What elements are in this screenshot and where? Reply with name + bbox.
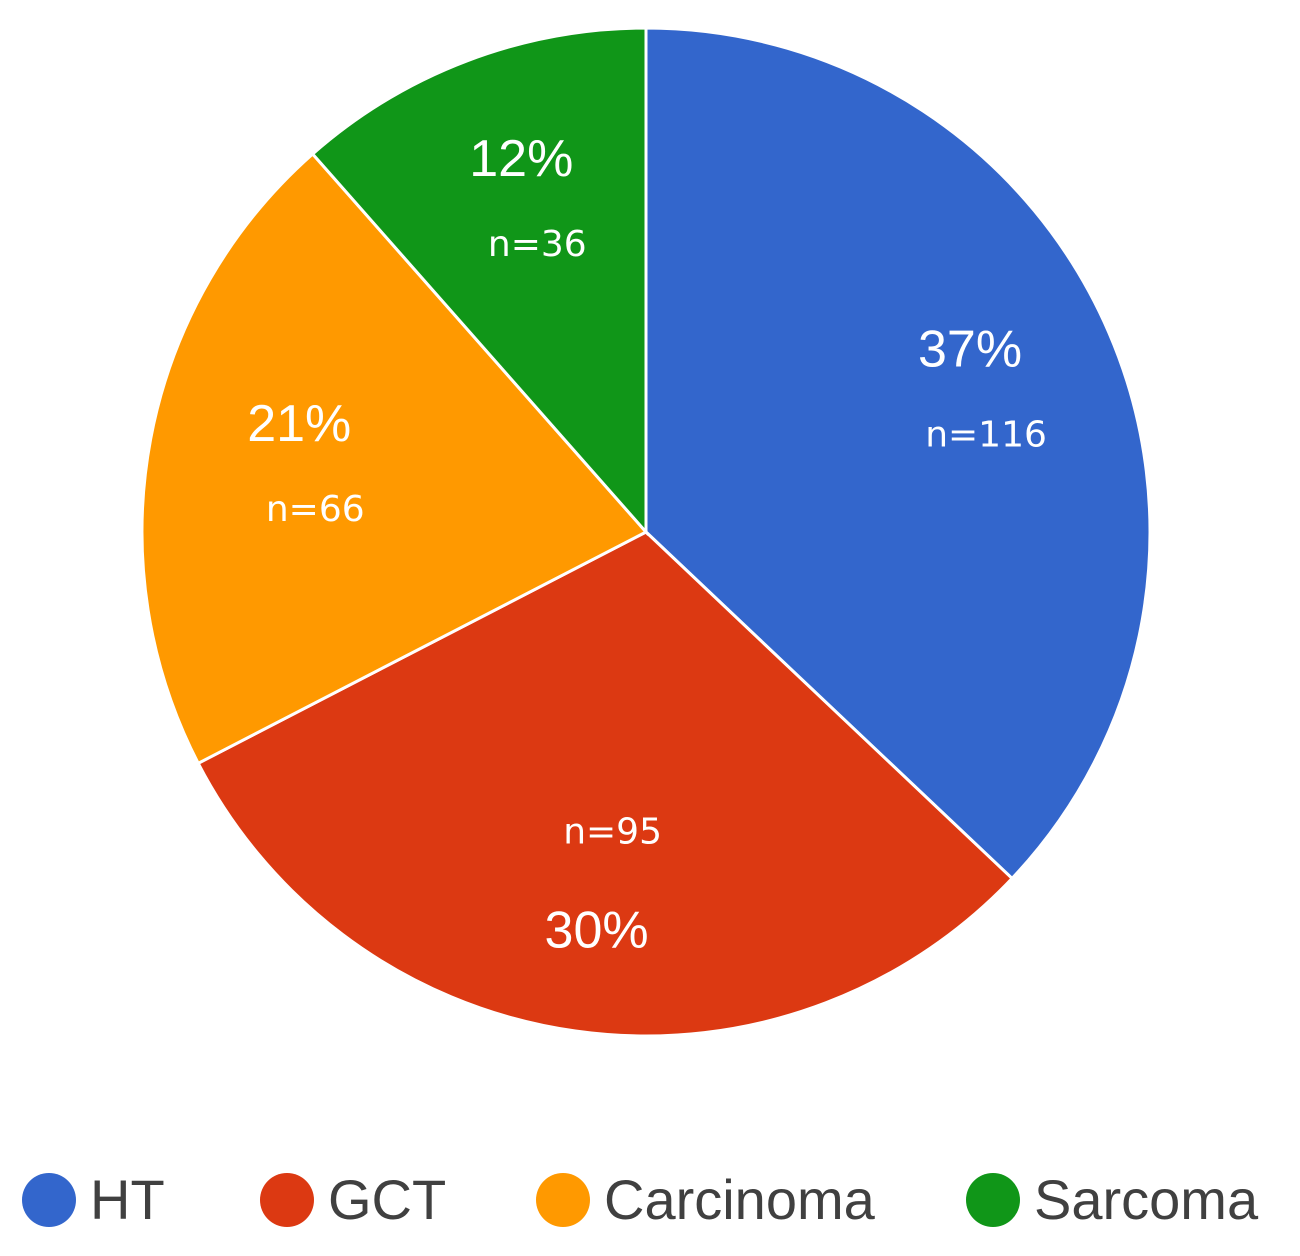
pie-count-label-gct: n=95 (563, 811, 662, 852)
pie-percent-label-carcinoma: 21% (247, 395, 351, 453)
legend-label-ht: HT (90, 1168, 165, 1231)
legend-item-carcinoma[interactable]: Carcinoma (536, 1160, 875, 1240)
pie-percent-label-sarcoma: 12% (469, 130, 573, 188)
pie-count-label-ht: n=116 (925, 415, 1047, 456)
legend-label-carcinoma: Carcinoma (604, 1168, 875, 1231)
legend-label-gct: GCT (328, 1168, 447, 1231)
pie-count-label-carcinoma: n=66 (266, 489, 365, 530)
pie-slice-carcinoma[interactable] (140, 151, 649, 766)
legend-item-ht[interactable]: HT (22, 1160, 165, 1240)
legend-swatch-gct (260, 1173, 314, 1227)
pie-slice-sarcoma[interactable] (310, 26, 648, 536)
pie-percent-label-ht: 37% (918, 321, 1022, 379)
legend-label-sarcoma: Sarcoma (1034, 1168, 1259, 1231)
legend-item-gct[interactable]: GCT (260, 1160, 446, 1240)
legend-item-sarcoma[interactable]: Sarcoma (966, 1160, 1258, 1240)
legend-swatch-carcinoma (536, 1173, 590, 1227)
legend: HT GCT Carcinoma Sarcoma (0, 1160, 1300, 1240)
pie-count-label-sarcoma: n=36 (488, 224, 587, 265)
pie-percent-label-gct: 30% (545, 901, 649, 959)
pie-slice-ht[interactable] (644, 26, 1152, 881)
pie-slice-gct[interactable] (196, 530, 1015, 1038)
legend-swatch-sarcoma (966, 1173, 1020, 1227)
legend-swatch-ht (22, 1173, 76, 1227)
pie-chart-svg: 37% n=116 30% n=95 21% n=66 12% n=36 (140, 26, 1152, 1038)
